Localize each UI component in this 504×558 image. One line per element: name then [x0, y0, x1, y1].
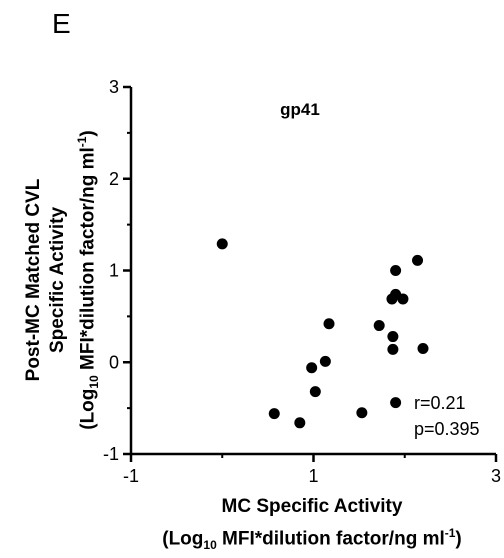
annotation-p: p=0.395 [414, 419, 480, 439]
x-axis-label-line2-pre: (Log [162, 528, 204, 550]
data-point [412, 254, 424, 266]
data-point [306, 362, 318, 374]
data-point [309, 386, 321, 398]
x-axis-label-line2-sup: -1 [444, 526, 456, 540]
axes: -1 0 1 2 3 -1 1 3 [103, 77, 501, 486]
x-tick-label: -1 [123, 466, 139, 486]
data-point [294, 417, 306, 429]
data-point [387, 343, 399, 355]
data-point [390, 265, 402, 276]
y-tick-label: -1 [103, 444, 119, 464]
data-point [356, 407, 368, 419]
data-points [216, 238, 429, 429]
x-axis-label-line2-end: ) [455, 528, 462, 550]
x-axis-label-line2-sub: 10 [203, 538, 217, 553]
x-axis-label-line1: MC Specific Activity [221, 496, 403, 517]
x-axis-label-line2-post: MFI*dilution factor/ng ml [216, 528, 445, 550]
x-tick-label: 3 [491, 466, 501, 486]
data-point [387, 331, 399, 343]
data-point [216, 238, 228, 250]
chart-title: gp41 [280, 100, 320, 119]
y-tick-label: 3 [109, 77, 119, 97]
y-tick-label: 1 [109, 261, 119, 281]
data-point [373, 320, 385, 332]
data-point [323, 318, 335, 330]
y-tick-label: 0 [109, 352, 119, 372]
data-point [319, 355, 331, 367]
data-point [417, 342, 429, 354]
x-tick-label: 1 [308, 466, 318, 486]
annotation-r: r=0.21 [414, 393, 466, 413]
panel-letter: E [52, 8, 71, 39]
data-point [397, 293, 409, 305]
y-tick-label: 2 [109, 169, 119, 189]
data-point [390, 397, 402, 409]
x-axis-label-line2: (Log10 MFI*dilution factor/ng ml-1) [122, 520, 502, 558]
x-axis-label: MC Specific Activity (Log10 MFI*dilution… [122, 494, 502, 558]
data-point [268, 408, 280, 420]
